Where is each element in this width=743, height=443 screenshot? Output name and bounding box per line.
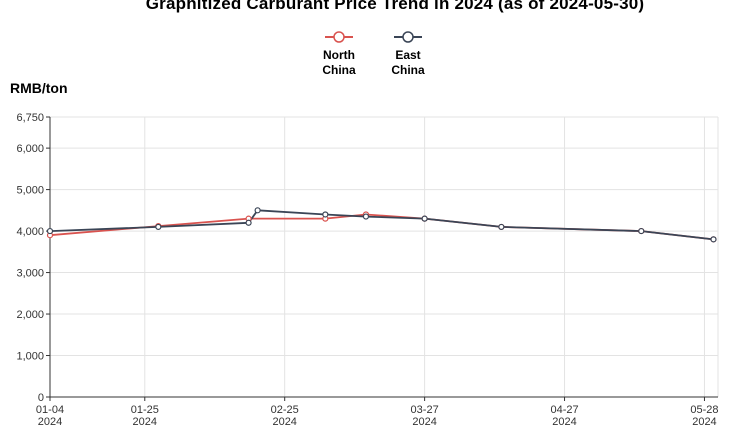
- y-axis-unit-label: RMB/ton: [10, 80, 68, 96]
- legend-marker-north-china: [325, 31, 353, 43]
- grid-lines: [49, 116, 719, 397]
- data-point-east-china: [46, 227, 54, 235]
- data-point-east-china: [710, 236, 717, 243]
- x-tick-label-date: 05-28: [690, 404, 718, 416]
- y-tick-label: 3,000: [16, 268, 44, 280]
- x-tick-label-date: 02-25: [271, 404, 299, 416]
- data-point-east-china: [638, 227, 645, 235]
- y-tick-label: 1,000: [16, 351, 44, 363]
- data-point-east-china: [155, 223, 162, 231]
- legend-label-east-line1: East: [395, 48, 421, 62]
- data-point-east-china: [322, 211, 329, 218]
- legend-marker-east-china: [394, 31, 422, 43]
- y-tick-label: 4,000: [16, 226, 44, 238]
- data-point-east-china: [245, 219, 252, 226]
- x-tick-label-year: 2024: [133, 416, 157, 428]
- y-axis-ticks: 0 1,000 2,000 3,000 4,000 5,000 6,000 6,750: [16, 112, 50, 404]
- y-tick-label: 6,750: [16, 112, 44, 124]
- legend-item-east-china[interactable]: East China: [383, 30, 433, 78]
- data-point-east-china: [362, 213, 370, 220]
- x-tick-label-year: 2024: [38, 416, 62, 428]
- x-tick-label-date: 04-27: [550, 404, 578, 416]
- x-tick-label-date: 01-25: [131, 404, 159, 416]
- data-point-east-china: [421, 215, 428, 222]
- series-lines: [46, 207, 717, 243]
- legend-label-north-line1: North: [323, 48, 355, 62]
- x-tick-label-year: 2024: [552, 416, 576, 428]
- y-tick-label: 6,000: [16, 143, 44, 155]
- data-point-east-china: [254, 207, 261, 214]
- x-axis-ticks: 01-04202401-25202402-25202403-27202404-2…: [36, 397, 719, 428]
- y-tick-label: 2,000: [16, 309, 44, 321]
- y-tick-label: 0: [38, 392, 44, 404]
- x-tick-label-date: 01-04: [36, 404, 64, 416]
- chart-title: Graphitized Carburant Price Trend in 202…: [145, 0, 645, 13]
- legend-label-north-line2: China: [322, 63, 356, 77]
- series-line-east-china: [49, 209, 714, 241]
- x-tick-label-year: 2024: [272, 416, 296, 428]
- legend-item-north-china[interactable]: North China: [314, 30, 364, 78]
- x-tick-label-year: 2024: [412, 416, 436, 428]
- x-tick-label-year: 2024: [692, 416, 716, 428]
- axes: [49, 117, 718, 398]
- data-point-east-china: [498, 223, 505, 231]
- legend-label-east-line2: China: [391, 63, 425, 77]
- y-tick-label: 5,000: [16, 185, 44, 197]
- x-tick-label-date: 03-27: [411, 404, 439, 416]
